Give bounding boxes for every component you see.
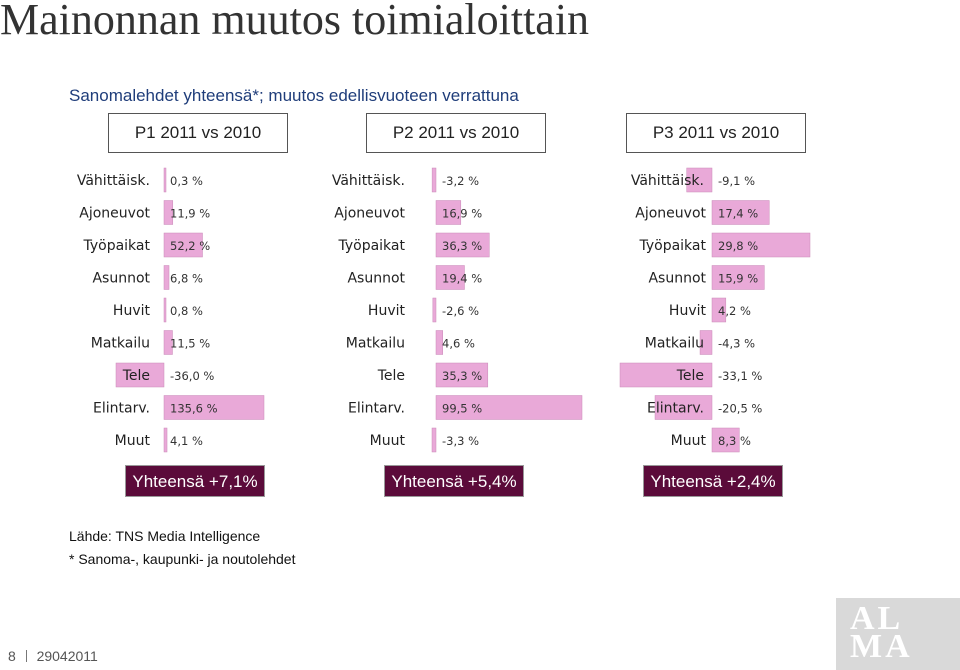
category-label-p2-0: Vähittäisk. bbox=[332, 173, 405, 189]
period-title-p3: P3 2011 vs 2010 bbox=[626, 113, 806, 153]
category-label-p1-4: Huvit bbox=[113, 303, 151, 319]
period-title-p1: P1 2011 vs 2010 bbox=[108, 113, 288, 153]
logo-text-bottom: MA bbox=[850, 628, 913, 665]
bar-p3-7 bbox=[654, 395, 713, 420]
value-label-p3-1: 17,4 % bbox=[718, 207, 758, 221]
value-label-p3-7: -20,5 % bbox=[718, 402, 762, 416]
value-label-p1-3: 6,8 % bbox=[170, 272, 203, 286]
page-title: Mainonnan muutos toimialoittain bbox=[0, 0, 590, 44]
value-label-p2-8: -3,3 % bbox=[442, 434, 479, 448]
bar-p3-6 bbox=[619, 362, 713, 388]
bar-p2-2 bbox=[435, 232, 490, 258]
category-label-p1-2: Työpaikat bbox=[82, 238, 150, 254]
bar-p1-6 bbox=[115, 362, 165, 388]
value-label-p1-1: 11,9 % bbox=[170, 207, 210, 221]
bar-p1-7 bbox=[163, 395, 265, 420]
alma-media-logo: AL MA bbox=[836, 598, 960, 670]
source-note: Lähde: TNS Media Intelligence bbox=[69, 528, 261, 544]
value-label-p3-8: 8,3 % bbox=[718, 434, 751, 448]
category-label-p1-6: Tele bbox=[122, 368, 150, 384]
category-label-p2-1: Ajoneuvot bbox=[334, 206, 405, 222]
bar-p1-8 bbox=[163, 427, 168, 453]
bar-p1-2 bbox=[163, 232, 203, 258]
value-label-p1-5: 11,5 % bbox=[170, 337, 210, 351]
bar-p2-8 bbox=[431, 427, 437, 453]
bar-p2-6 bbox=[435, 362, 489, 388]
value-label-p2-6: 35,3 % bbox=[442, 369, 482, 383]
bar-p3-2 bbox=[711, 232, 811, 258]
category-label-p1-1: Ajoneuvot bbox=[79, 206, 150, 222]
category-label-p3-0: Vähittäisk. bbox=[631, 173, 704, 189]
value-label-p3-4: 4,2 % bbox=[718, 304, 751, 318]
bar-p3-5 bbox=[699, 330, 713, 355]
asterisk-note: * Sanoma-, kaupunki- ja noutolehdet bbox=[69, 551, 296, 567]
value-label-p3-2: 29,8 % bbox=[718, 239, 758, 253]
value-label-p3-6: -33,1 % bbox=[718, 369, 762, 383]
value-label-p2-7: 99,5 % bbox=[442, 402, 482, 416]
page-number: 8 bbox=[8, 648, 16, 664]
bar-p3-3 bbox=[711, 265, 765, 290]
bar-p3-1 bbox=[711, 200, 770, 225]
value-label-p3-0: -9,1 % bbox=[718, 174, 755, 188]
value-label-p2-2: 36,3 % bbox=[442, 239, 482, 253]
bar-p1-3 bbox=[163, 265, 170, 290]
value-label-p2-3: 19,4 % bbox=[442, 272, 482, 286]
value-label-p1-0: 0,3 % bbox=[170, 174, 203, 188]
category-label-p3-7: Elintarv. bbox=[647, 401, 704, 417]
category-label-p3-3: Asunnot bbox=[648, 271, 706, 287]
category-label-p1-5: Matkailu bbox=[91, 336, 150, 352]
category-label-p3-2: Työpaikat bbox=[638, 238, 706, 254]
footer-date: 29042011 bbox=[36, 648, 98, 664]
category-label-p2-6: Tele bbox=[377, 368, 405, 384]
page-footer: 8 29042011 bbox=[8, 648, 98, 664]
value-label-p2-0: -3,2 % bbox=[442, 174, 479, 188]
footer-divider bbox=[25, 650, 27, 662]
period-title-p2: P2 2011 vs 2010 bbox=[366, 113, 546, 153]
category-label-p1-3: Asunnot bbox=[92, 271, 150, 287]
category-label-p1-7: Elintarv. bbox=[93, 401, 150, 417]
category-label-p1-0: Vähittäisk. bbox=[77, 173, 150, 189]
value-label-p2-4: -2,6 % bbox=[442, 304, 479, 318]
bar-p1-5 bbox=[163, 330, 173, 355]
bar-p2-0 bbox=[431, 167, 437, 193]
category-label-p2-3: Asunnot bbox=[347, 271, 405, 287]
category-label-p2-7: Elintarv. bbox=[348, 401, 405, 417]
bar-p2-7 bbox=[435, 395, 583, 420]
category-label-p3-5: Matkailu bbox=[645, 336, 704, 352]
value-label-p1-8: 4,1 % bbox=[170, 434, 203, 448]
bar-p1-0 bbox=[163, 167, 167, 193]
total-p2: Yhteensä +5,4% bbox=[384, 465, 524, 497]
logo-text-top: AL bbox=[850, 600, 904, 637]
category-label-p3-6: Tele bbox=[676, 368, 704, 384]
value-label-p3-5: -4,3 % bbox=[718, 337, 755, 351]
value-label-p2-1: 16,9 % bbox=[442, 207, 482, 221]
bar-p2-5 bbox=[435, 330, 443, 355]
bar-p1-1 bbox=[163, 200, 174, 225]
bar-p3-0 bbox=[686, 167, 713, 193]
total-p1: Yhteensä +7,1% bbox=[125, 465, 265, 497]
bar-p2-4 bbox=[432, 297, 437, 323]
bar-p3-4 bbox=[711, 297, 727, 323]
bar-p3-8 bbox=[711, 427, 740, 453]
category-label-p3-1: Ajoneuvot bbox=[635, 206, 706, 222]
bar-p1-4 bbox=[163, 297, 167, 323]
value-label-p1-7: 135,6 % bbox=[170, 402, 218, 416]
category-label-p3-8: Muut bbox=[671, 433, 707, 449]
value-label-p1-4: 0,8 % bbox=[170, 304, 203, 318]
category-label-p2-5: Matkailu bbox=[346, 336, 405, 352]
value-label-p1-2: 52,2 % bbox=[170, 239, 210, 253]
category-label-p1-8: Muut bbox=[115, 433, 151, 449]
value-label-p3-3: 15,9 % bbox=[718, 272, 758, 286]
bar-p2-1 bbox=[435, 200, 462, 225]
bar-p2-3 bbox=[435, 265, 465, 290]
chart-subtitle: Sanomalehdet yhteensä*; muutos edellisvu… bbox=[69, 86, 519, 105]
category-label-p3-4: Huvit bbox=[669, 303, 707, 319]
total-p3: Yhteensä +2,4% bbox=[643, 465, 783, 497]
value-label-p2-5: 4,6 % bbox=[442, 337, 475, 351]
category-label-p2-4: Huvit bbox=[368, 303, 406, 319]
value-label-p1-6: -36,0 % bbox=[170, 369, 214, 383]
category-label-p2-8: Muut bbox=[370, 433, 406, 449]
category-label-p2-2: Työpaikat bbox=[337, 238, 405, 254]
